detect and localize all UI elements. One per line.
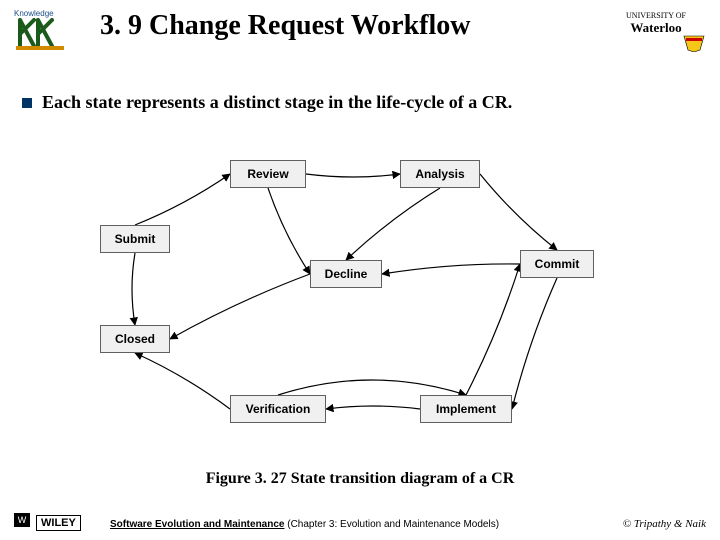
edge-verification-closed: [135, 353, 230, 409]
svg-text:W: W: [18, 515, 27, 525]
slide-header: Knowledge 3. 9 Change Request Workflow U…: [0, 0, 720, 70]
slide-title: 3. 9 Change Request Workflow: [100, 10, 471, 42]
state-node-closed: Closed: [100, 325, 170, 353]
knowledge-label: Knowledge: [14, 9, 54, 18]
logo-left: Knowledge: [14, 6, 68, 52]
bullet-icon: [22, 98, 32, 108]
slide-footer: W WILEY Software Evolution and Maintenan…: [0, 510, 720, 534]
bullet-item: Each state represents a distinct stage i…: [22, 92, 512, 113]
edge-submit-review: [135, 174, 230, 225]
state-node-decline: Decline: [310, 260, 382, 288]
state-diagram: Submit Review Analysis Decline Commit Closed V…: [80, 150, 640, 450]
waterloo-label: Waterloo: [630, 20, 681, 35]
bullet-text: Each state represents a distinct stage i…: [42, 92, 512, 113]
edge-commit-implement: [512, 278, 557, 409]
svg-text:UNIVERSITY OF: UNIVERSITY OF: [626, 11, 686, 20]
state-node-implement: Implement: [420, 395, 512, 423]
book-title: Software Evolution and Maintenance: [110, 519, 284, 530]
state-node-commit: Commit: [520, 250, 594, 278]
state-node-verification: Verification: [230, 395, 326, 423]
state-node-analysis: Analysis: [400, 160, 480, 188]
state-node-submit: Submit: [100, 225, 170, 253]
chapter-label: (Chapter 3: Evolution and Maintenance Mo…: [284, 519, 499, 530]
edge-analysis-commit: [480, 174, 557, 250]
edge-decline-closed: [170, 274, 310, 339]
edge-implement-verification: [326, 406, 420, 409]
publisher-mark: WILEY: [36, 515, 81, 531]
edge-verification-implement: [278, 380, 466, 395]
diagram-edges: [80, 150, 640, 450]
footer-center: Software Evolution and Maintenance (Chap…: [110, 519, 499, 530]
edge-implement-commit: [466, 264, 520, 395]
footer-copyright: © Tripathy & Naik: [623, 518, 706, 530]
edge-submit-closed: [132, 253, 135, 325]
footer-left: W WILEY: [14, 513, 81, 532]
edge-review-decline: [268, 188, 310, 274]
logo-right: UNIVERSITY OF Waterloo: [606, 6, 706, 52]
edge-commit-decline: [382, 264, 520, 274]
edge-analysis-decline: [346, 188, 440, 260]
state-node-review: Review: [230, 160, 306, 188]
edge-review-analysis: [306, 174, 400, 177]
wiley-logo-icon: W: [14, 513, 30, 532]
figure-caption: Figure 3. 27 State transition diagram of…: [0, 470, 720, 488]
